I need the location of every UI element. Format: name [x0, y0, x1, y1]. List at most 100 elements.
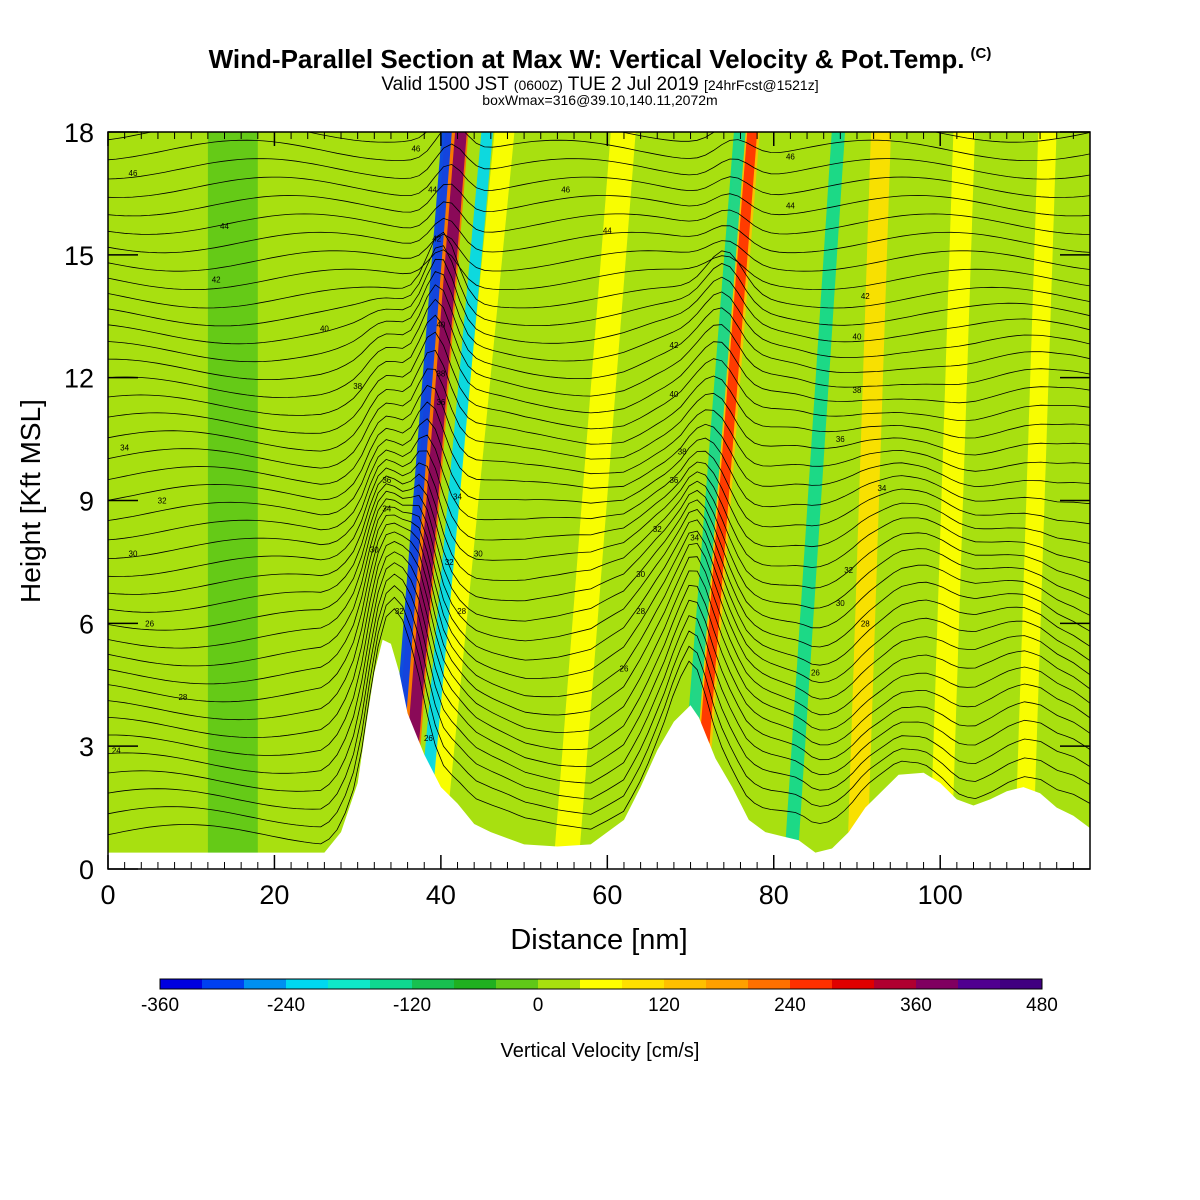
isentrope-line-29	[108, 245, 1090, 327]
x-axis-label: Distance [nm]	[510, 924, 687, 956]
isentrope-line-35	[108, 183, 1090, 217]
theta-label-35: 28	[636, 607, 645, 616]
colorbar-swatch-13	[706, 979, 749, 989]
box-info: boxWmax=316@39.10,140.11,2072m	[482, 92, 718, 108]
theta-label-4: 32	[158, 497, 167, 506]
isentrope-line-2	[108, 585, 1090, 810]
isentrope-line-6	[108, 541, 1090, 739]
colorbar-swatch-0	[160, 979, 203, 989]
theta-label-42: 36	[836, 435, 845, 444]
x-tick-label-5: 100	[918, 880, 963, 910]
isentrope-line-7	[108, 531, 1090, 721]
isentrope-line-19	[108, 401, 1090, 501]
colorbar-swatch-12	[664, 979, 707, 989]
theta-label-13: 42	[432, 235, 441, 244]
theta-label-28: 42	[669, 341, 678, 350]
theta-label-9: 44	[220, 222, 229, 231]
y-axis-label: Height [Kft MSL]	[15, 399, 46, 603]
isentrope-line-36	[108, 163, 1090, 198]
isentrope-line-0	[108, 608, 1090, 845]
colorbar-swatch-5	[370, 979, 413, 989]
y-tick-label-1: 3	[79, 732, 94, 762]
theta-isentropes	[108, 132, 1090, 845]
x-tick-label-4: 80	[759, 880, 789, 910]
colorbar-tick-label-7: 480	[1026, 995, 1058, 1016]
isentrope-line-31	[108, 249, 1090, 291]
theta-label-26: 46	[561, 185, 570, 194]
isentrope-line-9	[108, 514, 1090, 685]
forecast-info: [24hrFcst@1521z]	[704, 77, 819, 93]
y-tick-label-6: 18	[64, 118, 94, 148]
isentrope-line-5	[108, 551, 1090, 756]
colorbar-swatch-20	[1000, 979, 1043, 989]
theta-label-29: 40	[669, 390, 678, 399]
isentrope-line-14	[108, 473, 1090, 595]
isentrope-line-11	[108, 498, 1090, 649]
theta-label-40: 40	[853, 333, 862, 342]
y-tick-label-4: 12	[64, 364, 94, 394]
theta-label-7: 40	[320, 325, 329, 334]
isentrope-line-28	[108, 258, 1090, 345]
isentrope-line-21	[108, 368, 1090, 469]
isentrope-line-26	[108, 284, 1090, 380]
colorbar-tick-label-0: -360	[141, 995, 179, 1016]
isentrope-line-1	[108, 596, 1090, 828]
theta-label-25: 26	[424, 734, 433, 743]
velocity-band-13	[397, 132, 467, 869]
velocity-band-10	[414, 132, 493, 869]
colorbar-swatch-3	[286, 979, 329, 989]
colorbar-swatch-15	[790, 979, 833, 989]
x-axis: 0 20 40 60 80 100	[100, 132, 1074, 910]
theta-label-27: 44	[603, 226, 612, 235]
chart-subtitle: Valid 1500 JST (0600Z) TUE 2 Jul 2019 [2…	[0, 74, 1200, 96]
theta-label-5: 34	[120, 443, 129, 452]
theta-label-22: 34	[382, 505, 391, 514]
theta-label-41: 38	[853, 386, 862, 395]
theta-label-36: 26	[620, 664, 629, 673]
valid-prefix: Valid 1500 JST	[381, 74, 509, 95]
theta-label-44: 32	[844, 566, 853, 575]
valid-utc: (0600Z)	[513, 77, 563, 93]
x-tick-label-2: 40	[426, 880, 456, 910]
theta-label-19: 30	[474, 550, 483, 559]
isentrope-line-22	[108, 349, 1090, 452]
colorbar-swatch-2	[244, 979, 287, 989]
colorbar-swatch-9	[538, 979, 581, 989]
valid-date: TUE 2 Jul 2019	[567, 74, 699, 95]
isentrope-line-8	[108, 522, 1090, 703]
y-tick-label-3: 9	[79, 487, 94, 517]
x-tick-label-0: 0	[100, 880, 115, 910]
theta-label-30: 38	[678, 447, 687, 456]
isentrope-line-4	[108, 562, 1090, 774]
colorbar-swatch-7	[454, 979, 497, 989]
theta-label-16: 36	[436, 398, 445, 407]
theta-label-3: 30	[129, 550, 138, 559]
theta-label-33: 32	[653, 525, 662, 534]
velocity-band-7	[676, 132, 746, 869]
x-tick-label-3: 60	[592, 880, 622, 910]
isentrope-line-17	[108, 434, 1090, 541]
theta-label-18: 32	[445, 558, 454, 567]
isentrope-line-27	[108, 271, 1090, 363]
chart-title: Wind-Parallel Section at Max W: Vertical…	[0, 44, 1200, 75]
colorbar-swatch-14	[748, 979, 791, 989]
colorbar-tick-label-6: 360	[900, 995, 932, 1016]
chart-title-tag: (C)	[970, 45, 992, 63]
theta-label-43: 34	[877, 484, 886, 493]
colorbar-tick-label-2: -120	[393, 995, 431, 1016]
colorbar-tick-label-4: 120	[648, 995, 680, 1016]
isentrope-line-34	[108, 201, 1090, 235]
theta-label-23: 30	[370, 546, 379, 555]
colorbar-swatch-4	[328, 979, 371, 989]
theta-label-14: 40	[436, 320, 445, 329]
x-tick-label-1: 20	[259, 880, 289, 910]
isentrope-line-32	[108, 233, 1090, 272]
plot-area: 24 26 28 30 32 34 38 40 42 44 46 46 44 42 40 38 36 34 32 30…	[108, 132, 1090, 869]
colorbar-label: Vertical Velocity [cm/s]	[501, 1040, 700, 1062]
y-tick-label-2: 6	[79, 609, 94, 639]
terrain-profile	[108, 639, 1090, 869]
velocity-band-4	[207, 132, 258, 869]
isentrope-line-3	[108, 573, 1090, 792]
theta-label-34: 30	[636, 570, 645, 579]
